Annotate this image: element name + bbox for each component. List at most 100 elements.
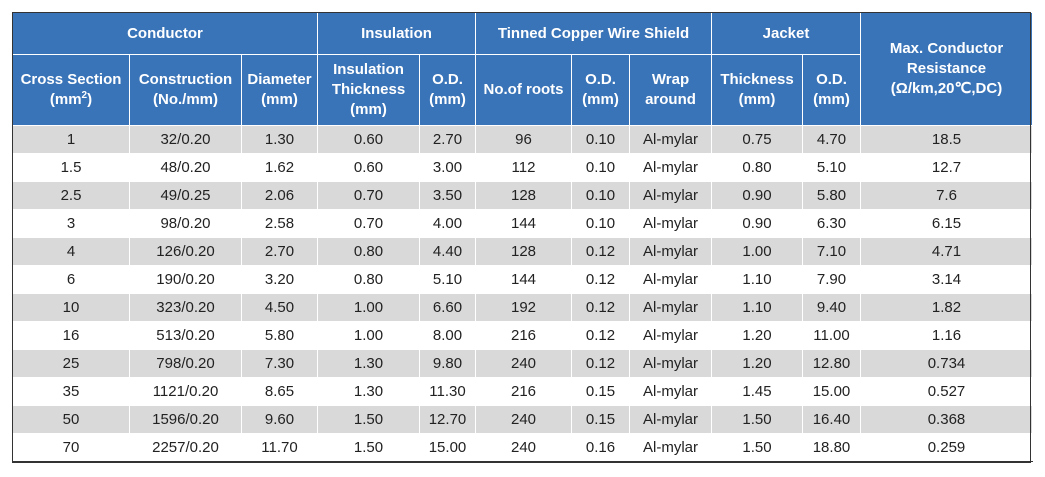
cell-jacket-od: 16.40 <box>802 405 861 434</box>
table-row: 6 190/0.20 3.20 0.80 5.10 144 0.12 Al-mylar 1.10… <box>12 265 1033 294</box>
cell-cross-section: 25 <box>12 349 130 378</box>
cell-wrap-around: Al-mylar <box>629 265 712 294</box>
cell-jacket-thickness: 0.90 <box>711 209 803 238</box>
cell-no-of-roots: 144 <box>475 209 572 238</box>
table-body: 1 32/0.20 1.30 0.60 2.70 96 0.10 Al-mylar 0.75 4.… <box>12 125 1033 462</box>
cell-max-resistance: 1.16 <box>860 321 1033 350</box>
cable-spec-table: Conductor Insulation Tinned Copper Wire … <box>12 12 1033 462</box>
group-header-insulation: Insulation <box>317 12 476 55</box>
cell-insulation-thickness: 0.60 <box>317 153 420 182</box>
header-max-resistance: Max. Conductor Resistance (Ω/km,20℃,DC) <box>860 12 1033 126</box>
header-jacket-thickness: Thickness (mm) <box>711 54 803 126</box>
cell-diameter: 11.70 <box>241 433 318 462</box>
cell-jacket-od: 18.80 <box>802 433 861 462</box>
cell-diameter: 2.70 <box>241 237 318 266</box>
cell-cross-section: 10 <box>12 293 130 322</box>
cell-no-of-roots: 128 <box>475 181 572 210</box>
cell-max-resistance: 6.15 <box>860 209 1033 238</box>
cell-construction: 126/0.20 <box>129 237 242 266</box>
cell-shield-od: 0.12 <box>571 349 630 378</box>
cell-diameter: 8.65 <box>241 377 318 406</box>
cell-construction: 49/0.25 <box>129 181 242 210</box>
cell-shield-od: 0.16 <box>571 433 630 462</box>
cell-wrap-around: Al-mylar <box>629 125 712 154</box>
header-insulation-od: O.D. (mm) <box>419 54 476 126</box>
cell-cross-section: 1 <box>12 125 130 154</box>
cell-no-of-roots: 96 <box>475 125 572 154</box>
cell-construction: 190/0.20 <box>129 265 242 294</box>
cell-construction: 1596/0.20 <box>129 405 242 434</box>
header-max-resistance-line1: Max. Conductor <box>889 40 1004 57</box>
cell-shield-od: 0.12 <box>571 293 630 322</box>
cell-no-of-roots: 144 <box>475 265 572 294</box>
cell-insulation-thickness: 0.80 <box>317 265 420 294</box>
cell-wrap-around: Al-mylar <box>629 433 712 462</box>
cell-jacket-thickness: 1.50 <box>711 405 803 434</box>
cell-cross-section: 2.5 <box>12 181 130 210</box>
cell-cross-section: 35 <box>12 377 130 406</box>
header-no-of-roots: No.of roots <box>475 54 572 126</box>
header-insulation-thickness: Insulation Thickness (mm) <box>317 54 420 126</box>
cell-cross-section: 1.5 <box>12 153 130 182</box>
table-row: 1.5 48/0.20 1.62 0.60 3.00 112 0.10 Al-mylar 0.8… <box>12 153 1033 182</box>
cell-jacket-thickness: 1.20 <box>711 321 803 350</box>
cell-insulation-thickness: 1.00 <box>317 321 420 350</box>
header-construction: Construction (No./mm) <box>129 54 242 126</box>
cell-jacket-od: 7.90 <box>802 265 861 294</box>
cell-no-of-roots: 192 <box>475 293 572 322</box>
table-row: 50 1596/0.20 9.60 1.50 12.70 240 0.15 Al-mylar 1… <box>12 405 1033 434</box>
cell-wrap-around: Al-mylar <box>629 377 712 406</box>
cell-construction: 1121/0.20 <box>129 377 242 406</box>
header-cross-section: Cross Section (mm2) <box>12 54 130 126</box>
cell-jacket-od: 9.40 <box>802 293 861 322</box>
cell-max-resistance: 0.734 <box>860 349 1033 378</box>
cell-construction: 2257/0.20 <box>129 433 242 462</box>
header-wrap-around: Wrap around <box>629 54 712 126</box>
cell-diameter: 3.20 <box>241 265 318 294</box>
cell-shield-od: 0.15 <box>571 405 630 434</box>
cell-insulation-thickness: 1.50 <box>317 433 420 462</box>
cell-shield-od: 0.12 <box>571 265 630 294</box>
cell-max-resistance: 3.14 <box>860 265 1033 294</box>
table-row: 35 1121/0.20 8.65 1.30 11.30 216 0.15 Al-mylar 1… <box>12 377 1033 406</box>
cell-no-of-roots: 128 <box>475 237 572 266</box>
cell-insulation-thickness: 1.30 <box>317 377 420 406</box>
cell-jacket-od: 15.00 <box>802 377 861 406</box>
cell-wrap-around: Al-mylar <box>629 237 712 266</box>
cell-max-resistance: 7.6 <box>860 181 1033 210</box>
cell-insulation-od: 2.70 <box>419 125 476 154</box>
cell-diameter: 2.06 <box>241 181 318 210</box>
table-row: 4 126/0.20 2.70 0.80 4.40 128 0.12 Al-mylar 1.00… <box>12 237 1033 266</box>
cell-diameter: 4.50 <box>241 293 318 322</box>
cell-jacket-od: 5.80 <box>802 181 861 210</box>
cell-construction: 32/0.20 <box>129 125 242 154</box>
group-header-jacket: Jacket <box>711 12 861 55</box>
cell-jacket-thickness: 1.50 <box>711 433 803 462</box>
header-shield-od: O.D. (mm) <box>571 54 630 126</box>
cell-jacket-od: 4.70 <box>802 125 861 154</box>
cell-no-of-roots: 240 <box>475 433 572 462</box>
cell-shield-od: 0.12 <box>571 321 630 350</box>
cell-max-resistance: 1.82 <box>860 293 1033 322</box>
cell-no-of-roots: 112 <box>475 153 572 182</box>
cell-construction: 798/0.20 <box>129 349 242 378</box>
cell-insulation-od: 4.40 <box>419 237 476 266</box>
cell-cross-section: 6 <box>12 265 130 294</box>
cell-construction: 98/0.20 <box>129 209 242 238</box>
cell-shield-od: 0.15 <box>571 377 630 406</box>
cell-wrap-around: Al-mylar <box>629 293 712 322</box>
cell-jacket-thickness: 1.10 <box>711 293 803 322</box>
table-row: 70 2257/0.20 11.70 1.50 15.00 240 0.16 Al-mylar… <box>12 433 1033 462</box>
cell-diameter: 9.60 <box>241 405 318 434</box>
cell-cross-section: 3 <box>12 209 130 238</box>
table-row: 25 798/0.20 7.30 1.30 9.80 240 0.12 Al-mylar 1.2… <box>12 349 1033 378</box>
cell-max-resistance: 18.5 <box>860 125 1033 154</box>
cell-no-of-roots: 240 <box>475 405 572 434</box>
cell-insulation-od: 3.00 <box>419 153 476 182</box>
table-row: 3 98/0.20 2.58 0.70 4.00 144 0.10 Al-mylar 0.90 6… <box>12 209 1033 238</box>
cell-insulation-od: 15.00 <box>419 433 476 462</box>
table-row: 1 32/0.20 1.30 0.60 2.70 96 0.10 Al-mylar 0.75 4.… <box>12 125 1033 154</box>
cell-diameter: 1.62 <box>241 153 318 182</box>
cell-insulation-od: 5.10 <box>419 265 476 294</box>
cell-jacket-od: 5.10 <box>802 153 861 182</box>
